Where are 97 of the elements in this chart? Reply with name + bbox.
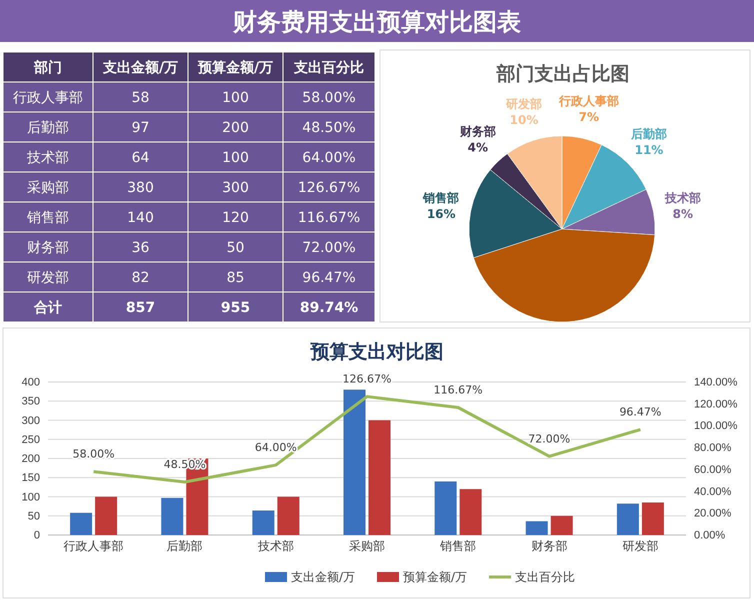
category-label: 财务部 bbox=[27, 240, 69, 256]
slice-label: 销售部 bbox=[422, 190, 460, 205]
y-tick-label: 200 bbox=[22, 453, 40, 466]
category-label: 行政人事部 bbox=[13, 90, 83, 106]
data-label: 140 bbox=[127, 210, 154, 226]
data-label: 36 bbox=[132, 240, 150, 256]
data-label: 16% bbox=[426, 206, 456, 221]
bar bbox=[277, 496, 300, 535]
bar bbox=[460, 489, 482, 535]
y-tick-label: 0 bbox=[34, 530, 40, 542]
y-tick-label: 400 bbox=[22, 376, 40, 389]
data-label: 116.67% bbox=[298, 210, 360, 226]
data-label: 58.00% bbox=[302, 90, 356, 106]
slice-label: 研发部 bbox=[504, 97, 542, 112]
bar bbox=[95, 496, 118, 535]
data-label: 64.00% bbox=[254, 441, 297, 454]
bar bbox=[526, 521, 548, 535]
data-label: 380 bbox=[127, 180, 154, 196]
data-label: 300 bbox=[222, 180, 249, 196]
y2-tick-label: 60.00% bbox=[694, 464, 732, 476]
chart-title: 预算支出对比图 bbox=[310, 341, 444, 363]
data-label: 97 bbox=[132, 120, 150, 136]
data-label: 72.00% bbox=[528, 432, 570, 446]
y-tick-label: 150 bbox=[22, 472, 40, 484]
x-tick-label: 后勤部 bbox=[166, 539, 203, 553]
bar bbox=[434, 481, 457, 535]
x-tick-label: 技术部 bbox=[256, 539, 294, 553]
bar bbox=[161, 498, 184, 535]
chart-title: 部门支出占比图 bbox=[496, 63, 630, 85]
y2-tick-label: 40.00% bbox=[694, 486, 732, 498]
data-label: 4% bbox=[468, 140, 488, 154]
category-label: 采购部 bbox=[27, 180, 69, 196]
x-tick-label: 销售部 bbox=[439, 539, 476, 553]
data-label: 58.00% bbox=[72, 448, 115, 461]
y2-tick-label: 80.00% bbox=[694, 442, 732, 454]
data-label: 96.47% bbox=[302, 270, 356, 286]
data-label: 857 bbox=[126, 300, 156, 316]
bar bbox=[368, 420, 390, 535]
data-label: 50 bbox=[226, 240, 244, 256]
category-label: 合计 bbox=[33, 300, 62, 316]
slice-label: 技术部 bbox=[664, 190, 701, 205]
data-label: 8% bbox=[672, 206, 694, 221]
data-label: 100 bbox=[222, 150, 249, 166]
legend-label: 预算金额/万 bbox=[403, 570, 468, 584]
data-label: 955 bbox=[220, 300, 250, 316]
bar bbox=[70, 512, 92, 535]
y2-tick-label: 140.00% bbox=[694, 376, 738, 389]
category-label: 销售部 bbox=[26, 210, 69, 226]
bar bbox=[550, 516, 573, 535]
data-label: 100 bbox=[222, 90, 249, 106]
data-label: 64.00% bbox=[302, 150, 356, 166]
bar bbox=[252, 510, 274, 535]
y-tick-label: 300 bbox=[22, 414, 40, 427]
series-label: 支出百分比 bbox=[293, 60, 364, 76]
y-tick-label: 350 bbox=[22, 396, 40, 408]
bar bbox=[616, 504, 639, 535]
data-label: 48.50% bbox=[302, 120, 356, 136]
y-tick-label: 250 bbox=[22, 434, 40, 446]
data-label: 89.74% bbox=[300, 300, 358, 316]
series-label: 支出金额/万 bbox=[102, 59, 178, 76]
y-tick-label: 100 bbox=[22, 491, 40, 504]
data-label: 96.47% bbox=[619, 406, 662, 419]
data-label: 72.00% bbox=[302, 240, 356, 256]
data-label: 7% bbox=[578, 110, 600, 124]
y2-tick-label: 100.00% bbox=[694, 420, 738, 432]
data-label: 58 bbox=[132, 90, 150, 106]
x-tick-label: 采购部 bbox=[349, 539, 385, 553]
data-label: 85 bbox=[226, 270, 244, 286]
text: 财务费用支出预算对比图表 bbox=[232, 8, 521, 36]
category-label: 研发部 bbox=[27, 270, 69, 286]
legend-label: 支出百分比 bbox=[515, 570, 575, 584]
bar bbox=[642, 502, 664, 535]
text: 部门 bbox=[33, 59, 62, 76]
data-label: 200 bbox=[222, 120, 249, 136]
x-tick-label: 财务部 bbox=[531, 539, 568, 553]
y2-tick-label: 120.00% bbox=[694, 398, 738, 410]
data-label: 126.67% bbox=[298, 180, 360, 196]
data-label: 10% bbox=[510, 113, 538, 128]
data-label: 116.67% bbox=[434, 383, 483, 396]
category-label: 技术部 bbox=[26, 150, 69, 166]
data-label: 64 bbox=[132, 150, 150, 166]
slice-label: 行政人事部 bbox=[558, 94, 619, 108]
category-label: 后勤部 bbox=[27, 120, 69, 136]
data-label: 126.67% bbox=[342, 372, 392, 386]
y2-tick-label: 20.00% bbox=[694, 508, 732, 520]
slice-label: 后勤部 bbox=[630, 127, 667, 142]
y2-tick-label: 0.00% bbox=[694, 530, 726, 542]
bar bbox=[344, 390, 366, 535]
data-label: 120 bbox=[222, 210, 249, 226]
data-label: 11% bbox=[634, 143, 664, 158]
slice-label: 财务部 bbox=[458, 124, 496, 138]
data-label: 82 bbox=[132, 270, 150, 286]
legend-label: 支出金额/万 bbox=[291, 570, 356, 584]
series-label: 预算金额/万 bbox=[196, 59, 274, 76]
x-tick-label: 研发部 bbox=[622, 539, 658, 553]
y-tick-label: 50 bbox=[28, 510, 40, 522]
x-tick-label: 行政人事部 bbox=[64, 539, 124, 553]
